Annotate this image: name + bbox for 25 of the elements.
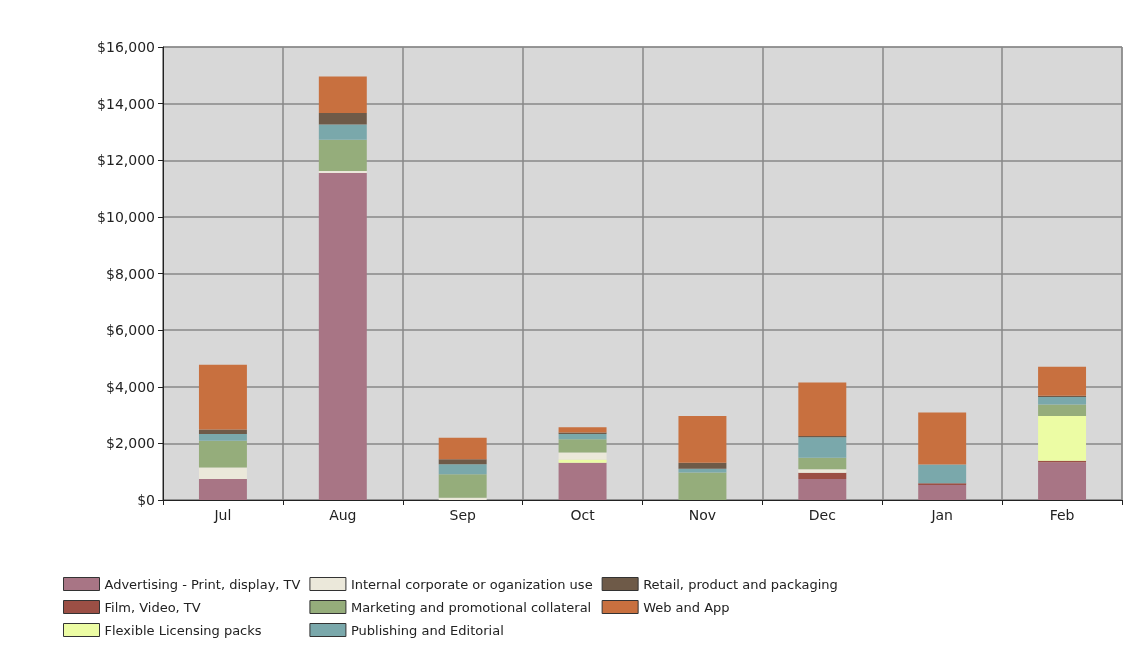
y-tick-label: $14,000: [97, 95, 155, 112]
y-tick-label: $0: [137, 492, 155, 508]
y-tick-label: $10,000: [97, 208, 155, 225]
x-tick-label: Dec: [808, 507, 836, 523]
x-tick-label: Aug: [329, 507, 357, 523]
legend-label: Film, Video, TV: [104, 599, 201, 615]
legend-label: Flexible Licensing packs: [104, 622, 262, 638]
x-tick-label: Feb: [1049, 507, 1075, 523]
y-tick-label: $8,000: [106, 265, 155, 282]
legend-label: Advertising - Print, display, TV: [104, 576, 301, 592]
y-tick-label: $2,000: [106, 435, 155, 452]
x-tick-label: Sep: [449, 507, 476, 523]
y-tick-label: $4,000: [106, 378, 155, 395]
y-tick-label: $12,000: [97, 152, 155, 169]
x-tick-label: Jan: [930, 507, 953, 523]
legend-label: Publishing and Editorial: [350, 622, 504, 638]
legend-label: Marketing and promotional collateral: [350, 599, 592, 615]
x-tick-label: Nov: [688, 507, 717, 523]
legend-label: Retail, product and packaging: [643, 576, 838, 592]
y-tick-label: $16,000: [97, 39, 155, 55]
x-tick-label: Jul: [213, 507, 232, 523]
legend-label: Internal corporate or oganization use: [350, 576, 593, 592]
legend-label: Web and App: [643, 599, 730, 615]
y-tick-label: $6,000: [106, 322, 155, 339]
x-tick-label: Oct: [570, 507, 596, 523]
